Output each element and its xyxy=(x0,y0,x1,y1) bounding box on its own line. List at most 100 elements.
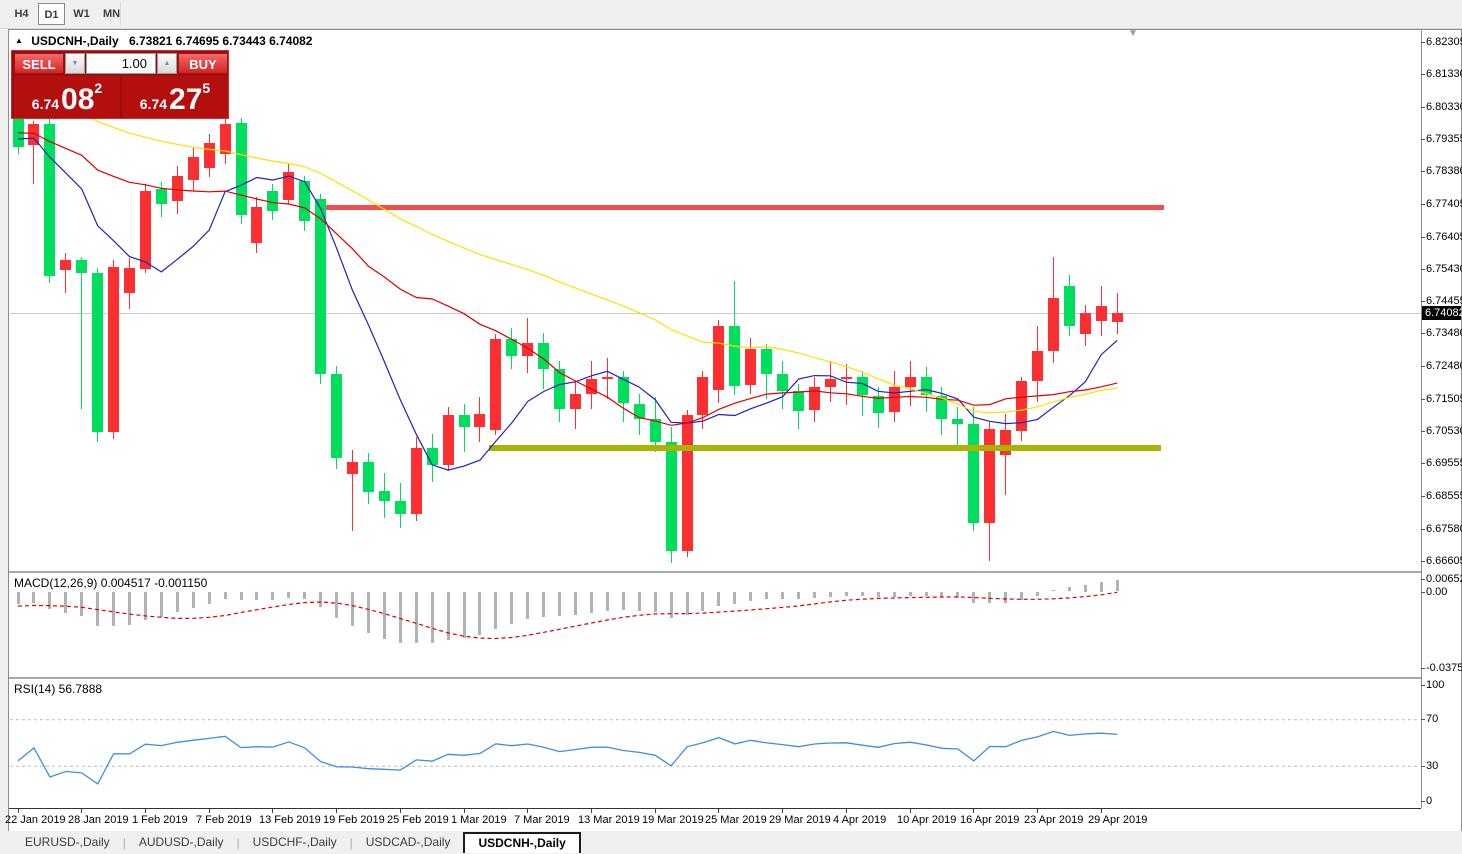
tab-usdcnh-daily[interactable]: USDCNH-,Daily xyxy=(463,832,581,853)
date-axis-tick xyxy=(591,809,592,813)
macd-histogram-bar xyxy=(845,592,848,597)
macd-histogram-bar xyxy=(574,592,577,615)
axis-tick xyxy=(1421,719,1425,720)
macd-histogram-bar xyxy=(335,592,338,618)
candle-wick xyxy=(846,364,847,406)
timeframe-d1-button[interactable]: D1 xyxy=(38,3,65,25)
macd-histogram-bar xyxy=(208,592,211,604)
rsi-line xyxy=(17,730,1118,785)
tab-audusd-daily[interactable]: AUDUSD-,Daily xyxy=(138,835,224,849)
candle-body xyxy=(666,442,677,552)
rsi-panel-splitter[interactable] xyxy=(9,677,1421,680)
buy-price-big-digits: 27 xyxy=(169,83,203,116)
one-click-trade-panel: SELL ▼ ▲ BUY 6.74 08 2 6.74 27 5 xyxy=(11,50,229,119)
macd-histogram-bar xyxy=(1068,587,1071,592)
buy-price-display[interactable]: 6.74 27 5 xyxy=(122,76,228,118)
date-axis-tick xyxy=(209,809,210,813)
rsi-axis-label: 100 xyxy=(1426,679,1445,691)
tab-usdcad-daily[interactable]: USDCAD-,Daily xyxy=(365,835,451,849)
macd-histogram-bar xyxy=(909,592,912,596)
macd-histogram-bar xyxy=(701,592,704,612)
tab-usdchf-daily[interactable]: USDCHF-,Daily xyxy=(252,835,337,849)
volume-increase-button[interactable]: ▲ xyxy=(157,53,177,74)
macd-histogram-bar xyxy=(1116,580,1119,592)
candle-body xyxy=(60,260,71,270)
buy-button[interactable]: BUY xyxy=(178,53,228,74)
resistance-line[interactable] xyxy=(326,205,1164,210)
macd-axis-label: 0.00 xyxy=(1426,586,1448,598)
sell-price-display[interactable]: 6.74 08 2 xyxy=(14,76,120,118)
date-axis-label: 1 Feb 2019 xyxy=(132,814,188,826)
macd-histogram-bar xyxy=(622,592,625,611)
timeframe-toolbar: H4 D1 W1 MN xyxy=(0,0,1462,29)
axis-tick xyxy=(1421,301,1425,302)
macd-histogram-bar xyxy=(940,592,943,597)
macd-histogram-bar xyxy=(638,592,641,611)
axis-tick xyxy=(1421,333,1425,334)
macd-histogram-bar xyxy=(590,592,593,613)
axis-tick xyxy=(1421,204,1425,205)
date-axis-label: 7 Mar 2019 xyxy=(514,814,570,826)
macd-histogram-bar xyxy=(64,592,67,613)
sell-button[interactable]: SELL xyxy=(14,53,64,74)
chart-ohlc-values: 6.73821 6.74695 6.73443 6.74082 xyxy=(128,34,313,48)
candle-body xyxy=(251,207,262,244)
chart-symbol-label: USDCNH-,Daily xyxy=(31,34,119,48)
macd-histogram-bar xyxy=(765,592,768,600)
macd-histogram-bar xyxy=(383,592,386,639)
date-axis-tick xyxy=(1037,809,1038,813)
candle-body xyxy=(713,326,724,391)
axis-tick xyxy=(1421,561,1425,562)
macd-histogram-bar xyxy=(128,592,131,625)
price-axis-label: 6.77405 xyxy=(1426,198,1462,210)
macd-histogram-bar xyxy=(48,592,51,609)
chart-window[interactable]: ▲ USDCNH-,Daily 6.73821 6.74695 6.73443 … xyxy=(5,28,1462,832)
candle-body xyxy=(554,369,565,409)
axis-tick xyxy=(1421,668,1425,669)
candle-body xyxy=(331,374,342,459)
volume-input[interactable] xyxy=(86,53,156,74)
candle-body xyxy=(267,191,278,211)
timeframe-mn-button[interactable]: MN xyxy=(102,8,121,20)
candle-body xyxy=(570,394,581,409)
macd-histogram-bar xyxy=(1020,592,1023,600)
candle-body xyxy=(92,273,103,432)
date-axis-label: 19 Mar 2019 xyxy=(642,814,704,826)
candle-body xyxy=(427,448,438,465)
price-axis-label: 6.79355 xyxy=(1426,133,1462,145)
macd-histogram-bar xyxy=(733,592,736,604)
macd-histogram-bar xyxy=(463,592,466,638)
macd-panel-splitter[interactable] xyxy=(9,571,1421,574)
candle-body xyxy=(650,419,661,443)
candle-body xyxy=(761,349,772,374)
date-axis-label: 23 Apr 2019 xyxy=(1024,814,1084,826)
price-axis-label: 6.68555 xyxy=(1426,490,1462,502)
price-axis-separator xyxy=(1421,30,1422,808)
price-axis-label: 6.75430 xyxy=(1426,263,1462,275)
date-axis-tick xyxy=(464,809,465,813)
candle-body xyxy=(299,181,310,221)
date-axis-tick xyxy=(81,809,82,813)
axis-tick xyxy=(1421,42,1425,43)
candle-body xyxy=(1000,430,1011,455)
candle-body xyxy=(905,377,916,387)
candle-body xyxy=(76,260,87,274)
macd-histogram-bar xyxy=(829,592,832,598)
macd-histogram-bar xyxy=(749,592,752,601)
macd-signal-line xyxy=(17,591,1118,640)
date-axis-label: 19 Feb 2019 xyxy=(323,814,385,826)
timeframe-w1-button[interactable]: W1 xyxy=(73,8,90,20)
candle-body xyxy=(889,387,900,412)
tab-eurusd-daily[interactable]: EURUSD-,Daily xyxy=(25,835,110,849)
axis-tick xyxy=(1421,431,1425,432)
volume-decrease-button[interactable]: ▼ xyxy=(65,53,85,74)
support-line[interactable] xyxy=(489,445,1161,451)
macd-histogram-bar xyxy=(956,592,959,598)
timeframe-h4-button[interactable]: H4 xyxy=(14,8,29,20)
date-axis-label: 10 Apr 2019 xyxy=(897,814,957,826)
candle-body xyxy=(490,339,501,430)
macd-histogram-bar xyxy=(431,592,434,644)
axis-tick xyxy=(1421,139,1425,140)
candle-wick xyxy=(957,407,958,449)
autoscroll-marker-icon[interactable]: ▼ xyxy=(1128,28,1138,39)
